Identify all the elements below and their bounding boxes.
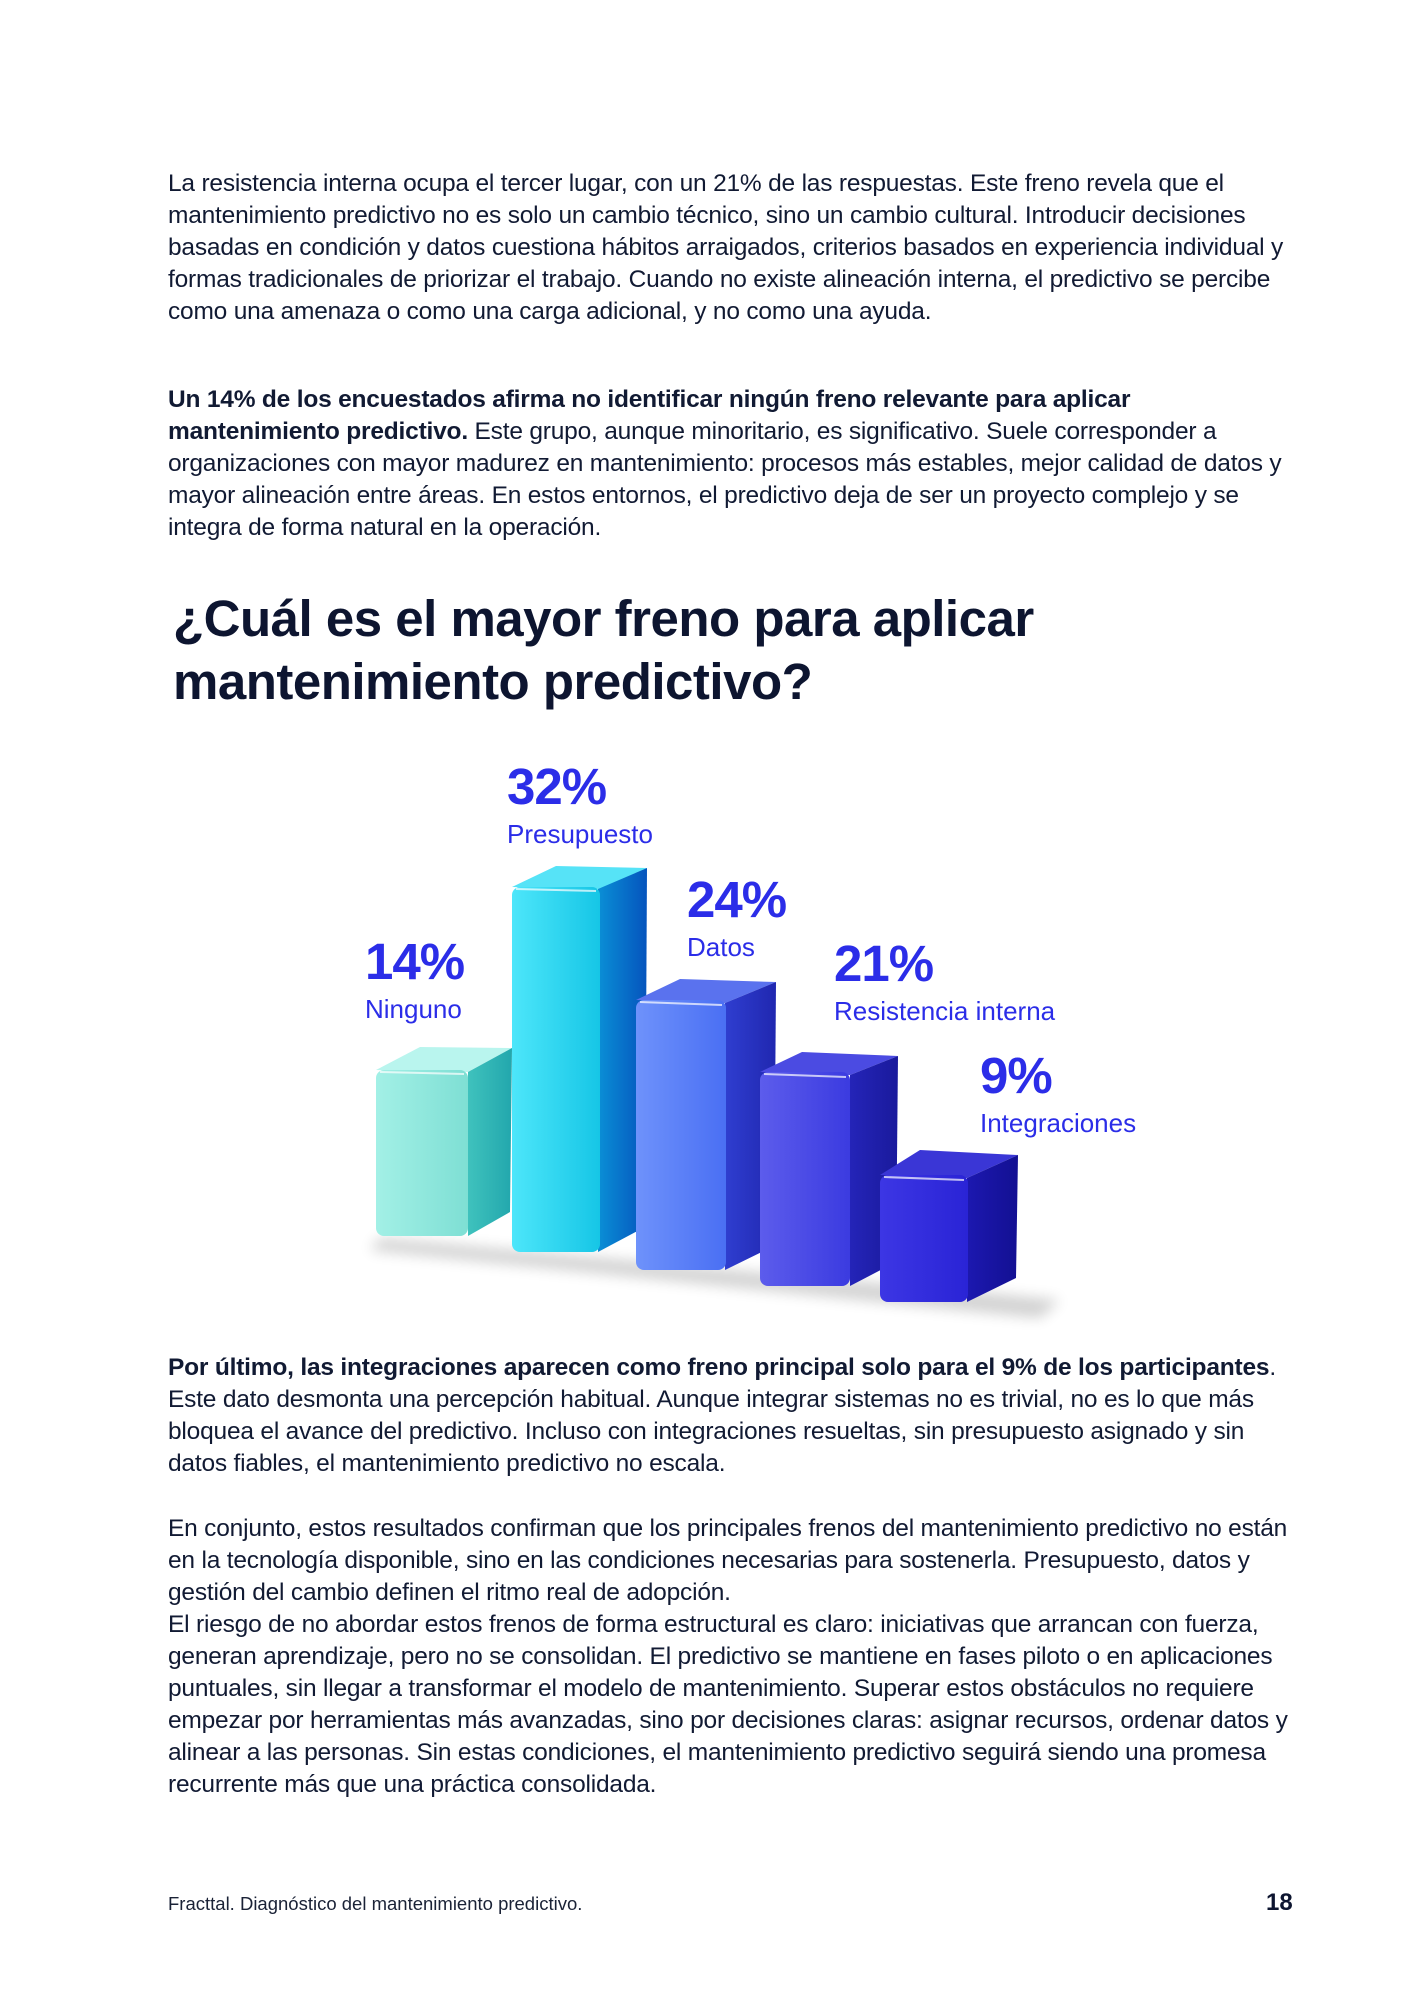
chart-heading: ¿Cuál es el mayor freno para aplicar man… (173, 590, 1034, 710)
paragraph-text: Este grupo, aunque minoritario, es signi… (168, 418, 1282, 541)
page-number: 18 (1266, 1889, 1293, 1916)
label-ninguno: 14% Ninguno (365, 933, 465, 1025)
footer-title: Fracttal. Diagnóstico del mantenimiento … (168, 1893, 583, 1914)
paragraph-integraciones: Por último, las integraciones aparecen c… (168, 1352, 1288, 1480)
value-label: 32% (507, 758, 607, 815)
label-integraciones: 9% Integraciones (980, 1047, 1137, 1139)
category-label: Datos (687, 932, 755, 962)
paragraph-text: . Este dato desmonta una percepción habi… (168, 1354, 1276, 1477)
paragraph-bold-lead: Por último, las integraciones aparecen c… (168, 1354, 1270, 1381)
bar-integraciones (880, 1150, 1018, 1302)
paragraph-text: En conjunto, estos resultados confirman … (168, 1515, 1288, 1606)
paragraph-resistencia: La resistencia interna ocupa el tercer l… (168, 168, 1288, 328)
value-label: 9% (980, 1047, 1053, 1104)
paragraph-conclusion: En conjunto, estos resultados confirman … (168, 1513, 1288, 1801)
paragraph-text: El riesgo de no abordar estos frenos de … (168, 1611, 1288, 1798)
paragraph-text: La resistencia interna ocupa el tercer l… (168, 170, 1284, 325)
category-label: Integraciones (980, 1108, 1137, 1138)
label-datos: 24% Datos (687, 871, 787, 963)
category-label: Resistencia interna (834, 996, 1056, 1026)
category-label: Ninguno (365, 994, 462, 1024)
bar-datos (636, 979, 776, 1270)
label-presupuesto: 32% Presupuesto (507, 758, 653, 850)
value-label: 24% (687, 871, 787, 928)
bar-presupuesto (512, 866, 647, 1252)
value-label: 14% (365, 933, 465, 990)
paragraph-ninguno: Un 14% de los encuestados afirma no iden… (168, 384, 1288, 544)
paragraph-bold-lead: Un 14% de los encuestados afirma no iden… (168, 386, 1131, 445)
category-label: Presupuesto (507, 819, 653, 849)
bar-ninguno (376, 1047, 512, 1236)
bar-resistencia-interna (760, 1052, 898, 1286)
value-label: 21% (834, 935, 934, 992)
label-resistencia-interna: 21% Resistencia interna (834, 935, 1056, 1027)
